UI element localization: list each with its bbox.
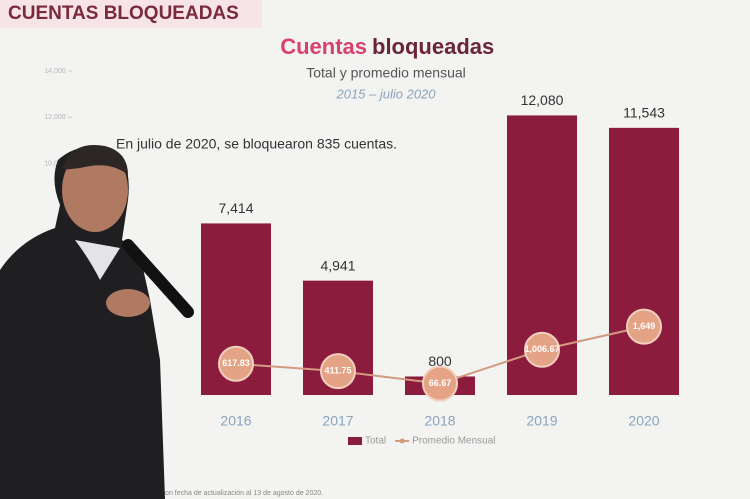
x-tick-label: 2019 xyxy=(526,413,557,429)
legend-label: Total xyxy=(365,436,386,447)
header-band xyxy=(0,0,262,28)
plot: 10,000 12,000 14,000 2016 2017 2018 2019 2020 7,… xyxy=(44,68,679,429)
bar-value-label: 7,414 xyxy=(218,200,253,216)
legend-label: Promedio Mensual xyxy=(412,436,495,447)
line-marker xyxy=(320,353,356,390)
x-tick-label: 2017 xyxy=(322,413,353,429)
speaker-hair xyxy=(62,145,128,175)
line-value-label: 411.75 xyxy=(324,366,351,376)
speaker-silhouette xyxy=(0,146,165,499)
bar-value-label: 11,543 xyxy=(623,105,665,121)
bar-value-label: 800 xyxy=(428,353,452,369)
chart-title-highlight: Cuentas xyxy=(280,34,367,59)
legend-swatch xyxy=(348,437,362,445)
line-value-label: 1,006.67 xyxy=(524,344,559,354)
y-tick-label: 14,000 xyxy=(44,68,66,75)
line-marker xyxy=(422,365,458,402)
speaker-face xyxy=(62,148,128,232)
speaker-hand xyxy=(106,289,150,317)
line-value-label: 66.67 xyxy=(429,378,452,388)
bar xyxy=(609,127,679,395)
bar-value-label: 4,941 xyxy=(320,257,355,273)
y-tick-label: 12,000 xyxy=(44,114,66,121)
line-marker xyxy=(626,308,662,345)
x-tick-label: 2016 xyxy=(220,413,251,429)
shirt xyxy=(75,240,120,280)
subtitle: Total y promedio mensual xyxy=(306,65,466,81)
line-marker xyxy=(524,331,560,368)
header: CUENTAS BLOQUEADAS xyxy=(8,3,239,24)
line-value-label: 1,649 xyxy=(633,321,656,331)
legend-swatch-marker xyxy=(399,438,405,444)
footer: Con fecha de actualización al 13 de agos… xyxy=(160,490,323,497)
bar-value-label: 12,080 xyxy=(521,92,564,108)
line-value-label: 617.83 xyxy=(222,358,250,368)
microphone xyxy=(122,239,194,318)
annotation: En julio de 2020, se bloquearon 835 cuen… xyxy=(116,136,397,152)
legend: Total Promedio Mensual xyxy=(348,436,496,447)
period: 2015 – julio 2020 xyxy=(335,86,436,101)
chart-title: bloqueadas xyxy=(372,34,494,59)
line-marker xyxy=(218,345,254,382)
x-tick-label: 2018 xyxy=(424,413,455,429)
x-tick-label: 2020 xyxy=(628,413,659,429)
y-tick-label: 10,000 xyxy=(44,160,66,167)
